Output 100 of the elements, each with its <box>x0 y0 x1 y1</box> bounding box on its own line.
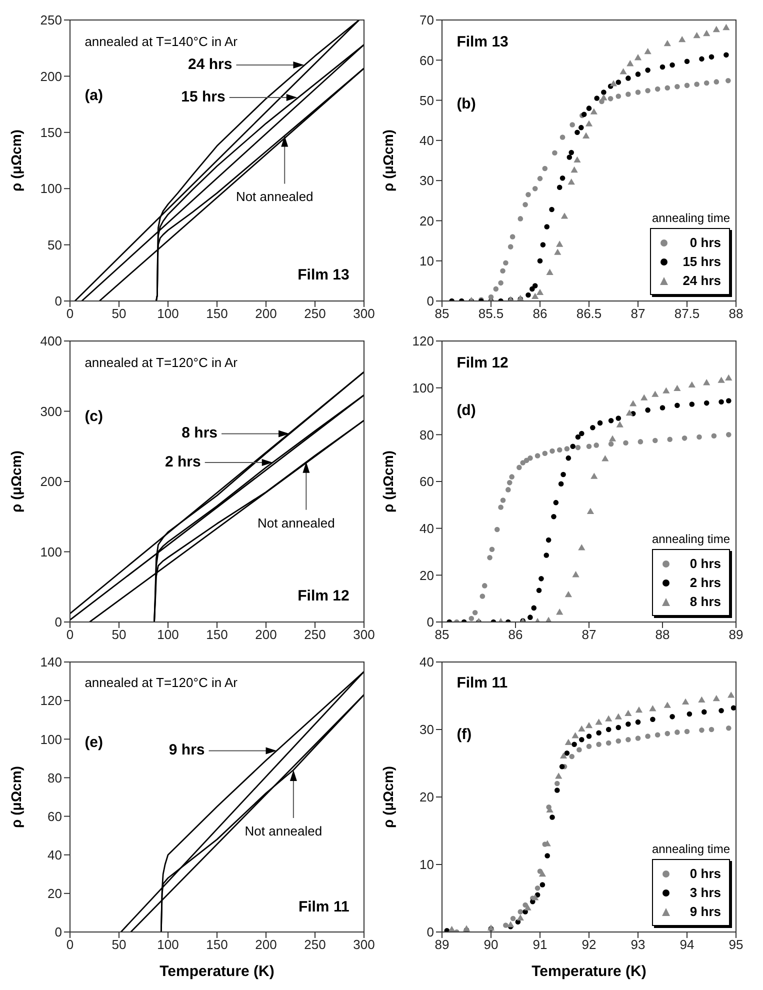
y-tick-label: 120 <box>412 334 434 349</box>
x-tick-label: 90 <box>484 937 498 952</box>
y-axis-title: ρ (μΩcm) <box>8 450 24 512</box>
x-tick-label: 86 <box>532 306 548 322</box>
x-tick-label: 200 <box>255 306 277 322</box>
legend-label: 15 hrs <box>682 254 721 269</box>
y-tick-label: 20 <box>420 213 434 228</box>
x-tick-label: 50 <box>112 937 126 952</box>
y-tick-label: 60 <box>48 808 62 824</box>
annotation: Film 13 <box>456 33 508 50</box>
x-tick-label: 250 <box>304 627 326 642</box>
y-axis-title: ρ (μΩcm) <box>8 766 24 828</box>
y-tick-label: 140 <box>40 654 62 670</box>
y-tick-label: 200 <box>40 68 62 84</box>
annotation: 9 hrs <box>168 742 205 759</box>
y-tick-label: 250 <box>40 12 62 28</box>
legend-label: 0 hrs <box>690 556 721 571</box>
annotation: 15 hrs <box>181 88 226 106</box>
y-tick-label: 50 <box>420 92 434 108</box>
y-tick-label: 150 <box>40 125 62 140</box>
x-tick-label: 300 <box>353 306 375 322</box>
x-tick-label: 200 <box>255 627 277 642</box>
annotation: Not annealed <box>258 515 335 530</box>
x-axis-title: Temperature (K) <box>160 963 274 980</box>
y-tick-label: 70 <box>420 12 434 28</box>
annotation: (b) <box>456 95 476 112</box>
y-tick-label: 100 <box>40 181 62 196</box>
annotation: Not annealed <box>236 189 314 204</box>
y-axis-title: ρ (μΩcm) <box>8 130 24 192</box>
y-tick-label: 20 <box>48 886 62 902</box>
x-tick-label: 0 <box>66 306 74 322</box>
y-tick-label: 200 <box>40 474 62 490</box>
annotation: (e) <box>84 734 104 751</box>
x-tick-label: 100 <box>157 627 179 642</box>
y-tick-label: 40 <box>420 654 434 670</box>
x-tick-label: 86.5 <box>576 306 602 322</box>
y-tick-label: 10 <box>420 857 434 872</box>
annotation: (c) <box>84 408 104 425</box>
y-tick-label: 100 <box>412 380 434 396</box>
x-tick-label: 250 <box>304 306 326 322</box>
annotation: 24 hrs <box>188 56 232 73</box>
legend-title: annealing time <box>652 532 730 546</box>
x-tick-label: 85 <box>434 306 450 322</box>
y-tick-label: 60 <box>420 474 434 490</box>
annotation: 2 hrs <box>165 454 201 470</box>
x-tick-label: 92 <box>582 937 596 952</box>
y-tick-label: 40 <box>420 520 434 536</box>
annotation: (a) <box>84 86 104 104</box>
x-tick-label: 0 <box>66 937 74 952</box>
x-tick-label: 85 <box>434 627 450 642</box>
y-tick-label: 0 <box>54 294 62 309</box>
x-tick-label: 88 <box>655 627 670 642</box>
x-tick-label: 50 <box>112 627 126 642</box>
annotation: Film 11 <box>298 898 350 916</box>
legend-label: 0 hrs <box>690 235 721 250</box>
x-tick-label: 50 <box>112 306 126 322</box>
annotation: 8 hrs <box>182 424 218 442</box>
annotation: annealed at T=120°C in Ar <box>84 354 238 370</box>
x-axis-title: Temperature (K) <box>532 963 646 980</box>
y-tick-label: 40 <box>420 133 434 148</box>
y-axis-title: ρ (μΩcm) <box>380 130 396 192</box>
legend-label: 9 hrs <box>690 904 721 919</box>
annotation: annealed at T=120°C in Ar <box>84 675 238 690</box>
x-tick-label: 93 <box>630 937 646 952</box>
y-tick-label: 100 <box>40 732 62 747</box>
x-tick-label: 94 <box>680 937 694 952</box>
x-tick-label: 0 <box>66 627 74 642</box>
y-axis-title: ρ (μΩcm) <box>380 450 396 512</box>
annotation: Not annealed <box>244 823 322 838</box>
x-tick-label: 87 <box>582 627 596 642</box>
annotation: (f) <box>456 726 472 743</box>
y-tick-label: 40 <box>48 847 62 862</box>
y-tick-label: 10 <box>420 253 434 268</box>
annotation: Film 12 <box>456 354 508 372</box>
legend-label: 8 hrs <box>690 594 721 609</box>
x-tick-label: 91 <box>532 937 548 952</box>
legend-label: 24 hrs <box>682 273 721 288</box>
x-tick-label: 89 <box>434 937 450 952</box>
y-tick-label: 0 <box>426 614 434 630</box>
annotation: (d) <box>456 402 476 420</box>
legend-label: 0 hrs <box>690 866 721 881</box>
legend-label: 3 hrs <box>690 885 721 900</box>
x-tick-label: 200 <box>255 937 277 952</box>
y-tick-label: 100 <box>40 544 62 560</box>
y-tick-label: 0 <box>54 924 62 940</box>
annotation: Film 11 <box>456 674 508 692</box>
y-tick-label: 0 <box>426 924 434 940</box>
x-tick-label: 100 <box>157 306 179 322</box>
y-tick-label: 60 <box>420 52 434 68</box>
y-tick-label: 20 <box>420 790 434 805</box>
x-tick-label: 87 <box>630 306 646 322</box>
legend-title: annealing time <box>652 842 730 856</box>
y-tick-label: 50 <box>48 237 62 252</box>
annotation: Film 13 <box>298 266 350 284</box>
y-tick-label: 300 <box>40 404 62 419</box>
x-tick-label: 87.5 <box>674 306 700 322</box>
y-tick-label: 80 <box>420 427 434 442</box>
y-tick-label: 30 <box>420 173 434 188</box>
x-tick-label: 250 <box>304 937 326 952</box>
y-tick-label: 80 <box>48 770 62 786</box>
